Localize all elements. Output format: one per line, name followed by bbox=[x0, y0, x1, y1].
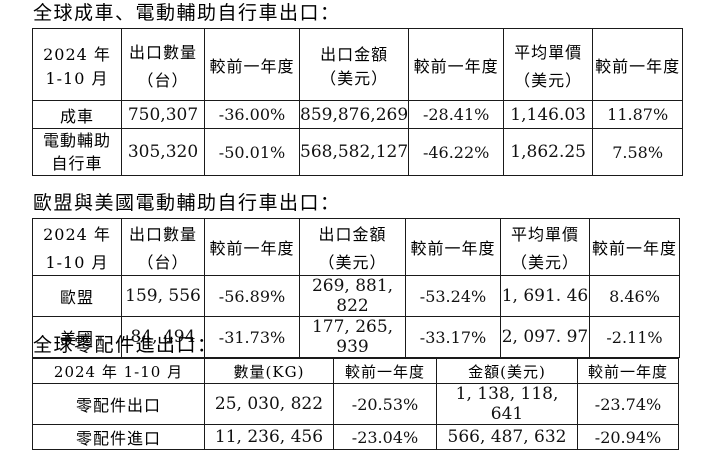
cell-value: 177, 265, 939 bbox=[299, 316, 406, 358]
table1-header-price-yoy: 較前一年度 bbox=[592, 28, 684, 101]
table3-header-value: 金額(美元) bbox=[436, 358, 578, 384]
table-row: 美國 84, 494 -31.73% 177, 265, 939 -33.17%… bbox=[32, 316, 680, 358]
table2-header-value: 出口金額 （美元） bbox=[299, 218, 406, 276]
cell-qty-yoy: -20.53% bbox=[333, 383, 437, 425]
table-row: 零配件進口 11, 236, 456 -23.04% 566, 487, 632… bbox=[32, 424, 679, 450]
cell-qty: 11, 236, 456 bbox=[204, 424, 334, 450]
table2-header-price-yoy: 較前一年度 bbox=[589, 218, 680, 276]
row-label: 電動輔助自行車 bbox=[32, 127, 122, 177]
table-row: 零配件出口 25, 030, 822 -20.53% 1, 138, 118, … bbox=[32, 383, 679, 425]
cell-price: 1, 691. 46 bbox=[500, 275, 590, 317]
cell-value-yoy: -46.22% bbox=[408, 127, 505, 177]
cell-qty: 305,320 bbox=[121, 127, 205, 177]
row-label: 歐盟 bbox=[32, 275, 122, 317]
cell-value: 1, 138, 118, 641 bbox=[436, 383, 578, 425]
table-row: 成車 750,307 -36.00% 859,876,269 -28.41% 1… bbox=[32, 100, 684, 129]
table2-header-row: 2024 年 1-10 月 出口數量 （台） 較前一年度 出口金額 （美元） 較… bbox=[32, 218, 680, 276]
section3-title: 全球零配件進出口： bbox=[33, 334, 218, 356]
header-price-lines: 平均單價 （美元） bbox=[505, 35, 592, 95]
table2-header-value-yoy: 較前一年度 bbox=[405, 218, 501, 276]
cell-value-yoy: -20.94% bbox=[577, 424, 679, 450]
header-price-line2: （美元） bbox=[510, 253, 579, 272]
table1-header-row: 2024 年 1-10 月 出口數量 （台） 較前一年度 出口金額 （美元） 較… bbox=[32, 28, 684, 101]
header-price-lines: 平均單價 （美元） bbox=[502, 220, 589, 275]
table3-header-qty-yoy: 較前一年度 bbox=[333, 358, 437, 384]
header-period-lines: 2024 年 1-10 月 bbox=[34, 37, 121, 93]
table-row: 電動輔助自行車 305,320 -50.01% 568,582,127 -46.… bbox=[32, 127, 684, 177]
cell-value-yoy: -53.24% bbox=[405, 275, 501, 317]
row-label: 成車 bbox=[32, 100, 122, 129]
header-price-line1: 平均單價 bbox=[510, 225, 579, 244]
header-qty-line1: 出口數量 bbox=[128, 42, 197, 62]
header-period-line1: 2024 年 bbox=[43, 44, 111, 64]
table-global-bike-export: 2024 年 1-10 月 出口數量 （台） 較前一年度 出口金額 （美元） 較… bbox=[32, 28, 684, 177]
cell-price-yoy: 11.87% bbox=[592, 100, 684, 129]
cell-price: 1,146.03 bbox=[503, 100, 594, 129]
header-period-line2: 1-10 月 bbox=[45, 253, 109, 272]
cell-price: 2, 097. 97 bbox=[500, 316, 590, 358]
section2-title: 歐盟與美國電動輔助自行車出口： bbox=[33, 192, 341, 214]
cell-value-yoy: -33.17% bbox=[405, 316, 501, 358]
header-value-lines: 出口金額 （美元） bbox=[301, 220, 405, 275]
header-qty-lines: 出口數量 （台） bbox=[123, 35, 204, 95]
table2-header-price: 平均單價 （美元） bbox=[500, 218, 590, 276]
header-qty-line2: （台） bbox=[137, 70, 189, 90]
cell-price-yoy: 8.46% bbox=[589, 275, 680, 317]
table1-header-value: 出口金額 （美元） bbox=[298, 28, 410, 101]
cell-price: 1,862.25 bbox=[503, 127, 594, 177]
cell-qty: 159, 556 bbox=[121, 275, 205, 317]
cell-value: 269, 881, 822 bbox=[299, 275, 406, 317]
cell-qty-yoy: -23.04% bbox=[333, 424, 437, 450]
header-value-line1: 出口金額 bbox=[318, 225, 387, 244]
table1-header-value-yoy: 較前一年度 bbox=[408, 28, 505, 101]
cell-qty-yoy: -50.01% bbox=[204, 127, 300, 177]
table2-header-qty: 出口數量 （台） bbox=[121, 218, 205, 276]
cell-qty: 25, 030, 822 bbox=[204, 383, 334, 425]
header-qty-lines: 出口數量 （台） bbox=[123, 220, 204, 275]
cell-qty-yoy: -56.89% bbox=[204, 275, 300, 317]
table2-header-qty-yoy: 較前一年度 bbox=[204, 218, 300, 276]
header-qty-line1: 出口數量 bbox=[128, 225, 197, 244]
table-global-parts-trade: 2024 年 1-10 月 數量(KG) 較前一年度 金額(美元) 較前一年度 … bbox=[32, 358, 679, 450]
table-eu-us-ebike-export: 2024 年 1-10 月 出口數量 （台） 較前一年度 出口金額 （美元） 較… bbox=[32, 218, 680, 358]
header-value-lines: 出口金額 （美元） bbox=[301, 37, 408, 93]
cell-value-yoy: -28.41% bbox=[408, 100, 505, 129]
row-label: 美國 bbox=[32, 316, 122, 358]
header-qty-line2: （台） bbox=[137, 253, 189, 272]
cell-value: 568,582,127 bbox=[298, 127, 410, 177]
header-period-line2: 1-10 月 bbox=[45, 68, 109, 88]
table3-header-qty: 數量(KG) bbox=[204, 358, 334, 384]
table2-header-period: 2024 年 1-10 月 bbox=[32, 218, 122, 276]
section1-title: 全球成車、電動輔助自行車出口： bbox=[33, 2, 341, 24]
cell-value: 566, 487, 632 bbox=[436, 424, 578, 450]
header-period-line1: 2024 年 bbox=[43, 225, 111, 244]
cell-price-yoy: 7.58% bbox=[592, 127, 684, 177]
cell-qty-yoy: -36.00% bbox=[204, 100, 300, 129]
table1-header-qty: 出口數量 （台） bbox=[121, 28, 205, 101]
header-price-line2: （美元） bbox=[514, 70, 583, 90]
cell-price-yoy: -2.11% bbox=[589, 316, 680, 358]
table1-header-price: 平均單價 （美元） bbox=[503, 28, 594, 101]
row-label: 零配件進口 bbox=[32, 424, 205, 450]
header-value-line2: （美元） bbox=[320, 68, 389, 88]
table3-header-row: 2024 年 1-10 月 數量(KG) 較前一年度 金額(美元) 較前一年度 bbox=[32, 358, 679, 384]
table-row: 歐盟 159, 556 -56.89% 269, 881, 822 -53.24… bbox=[32, 275, 680, 317]
header-price-line1: 平均單價 bbox=[514, 42, 583, 62]
table3-header-period: 2024 年 1-10 月 bbox=[32, 358, 205, 384]
row-label-text: 電動輔助自行車 bbox=[42, 131, 111, 174]
header-value-line1: 出口金額 bbox=[320, 44, 389, 64]
table1-header-qty-yoy: 較前一年度 bbox=[204, 28, 300, 101]
table1-header-period: 2024 年 1-10 月 bbox=[32, 28, 122, 101]
cell-value: 859,876,269 bbox=[298, 100, 410, 129]
cell-value-yoy: -23.74% bbox=[577, 383, 679, 425]
header-value-line2: （美元） bbox=[318, 253, 387, 272]
row-label: 零配件出口 bbox=[32, 383, 205, 425]
header-period-lines: 2024 年 1-10 月 bbox=[34, 220, 121, 275]
cell-qty: 84, 494 bbox=[121, 316, 205, 358]
table3-header-value-yoy: 較前一年度 bbox=[577, 358, 679, 384]
cell-qty-yoy: -31.73% bbox=[204, 316, 300, 358]
cell-qty: 750,307 bbox=[121, 100, 205, 129]
